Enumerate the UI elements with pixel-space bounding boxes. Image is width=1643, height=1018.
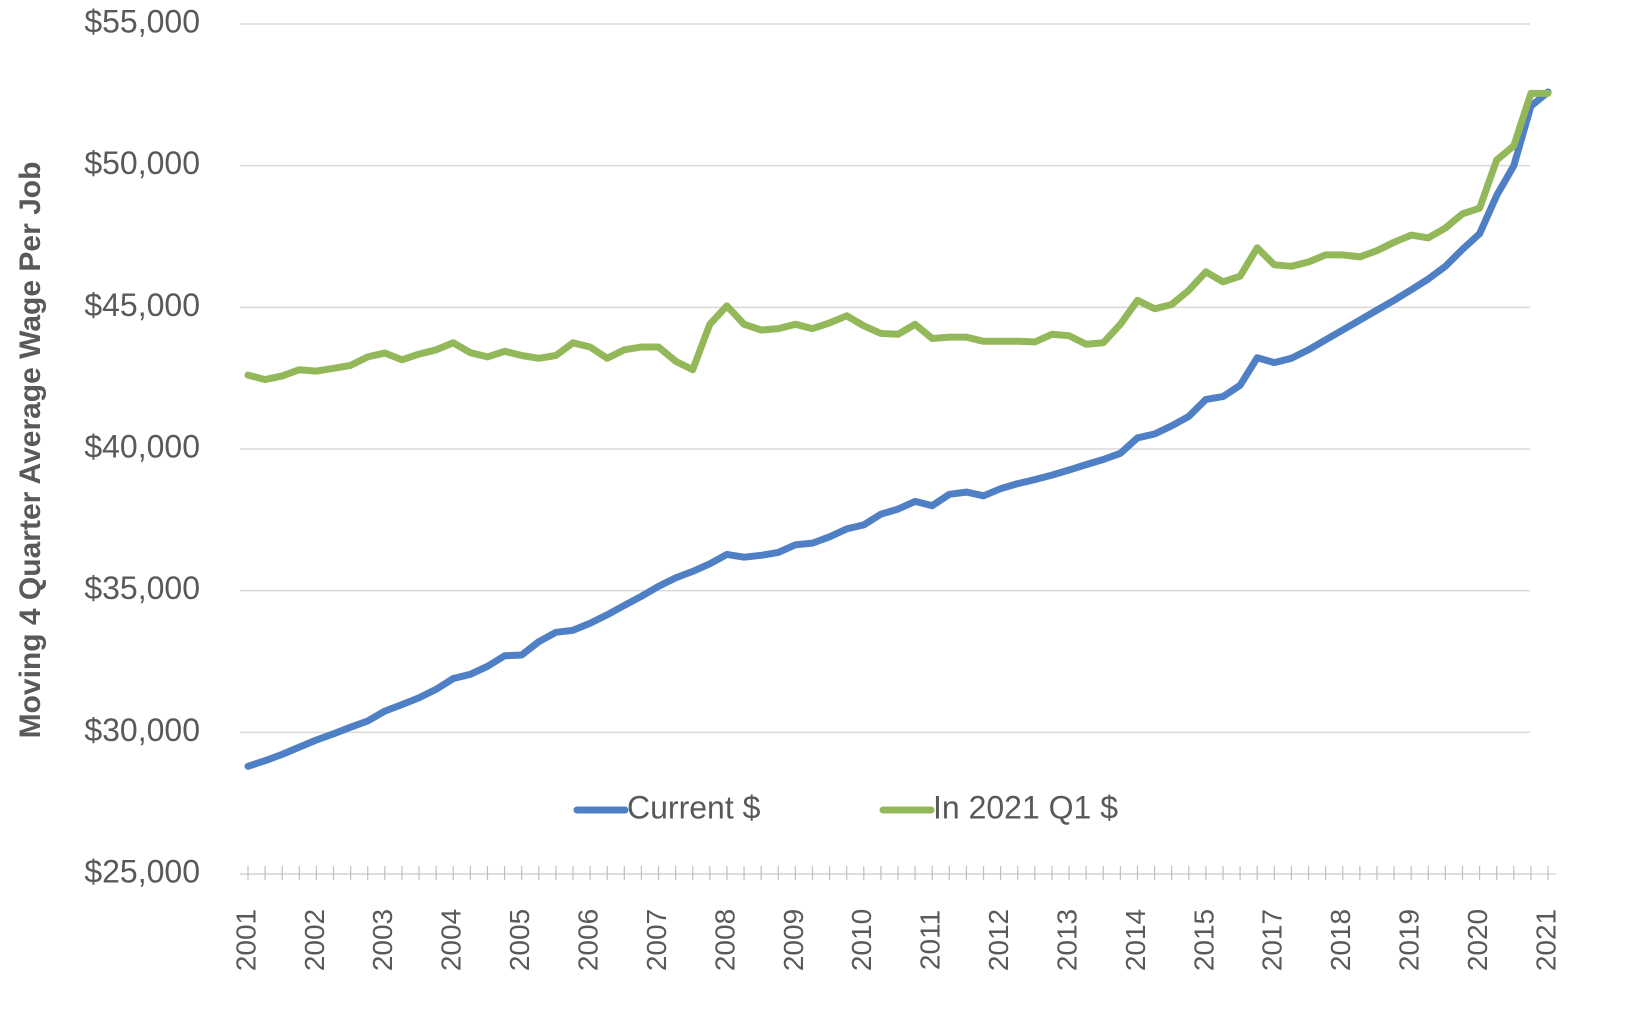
y-tick-label: $40,000 (84, 428, 200, 464)
x-tick-label: 2010 (846, 909, 877, 971)
x-tick-label: 2002 (299, 909, 330, 971)
x-tick-label: 2020 (1462, 909, 1493, 971)
x-tick-label: 2006 (572, 909, 603, 971)
x-tick-label: 2007 (641, 909, 672, 971)
x-tick-label: 2012 (983, 909, 1014, 971)
x-tick-label: 2011 (915, 910, 946, 970)
y-tick-label: $55,000 (84, 3, 200, 39)
x-tick-label: 2001 (230, 909, 261, 971)
series-line (244, 88, 1552, 770)
x-tick-label: 2015 (1188, 909, 1219, 971)
x-tick-label: 2018 (1325, 909, 1356, 971)
y-tick-label: $45,000 (84, 287, 200, 323)
y-axis-title: Moving 4 Quarter Average Wage Per Job (14, 162, 47, 739)
x-tick-label: 2021 (1530, 909, 1561, 971)
legend-label: In 2021 Q1 $ (933, 789, 1118, 825)
y-tick-label: $35,000 (84, 570, 200, 606)
y-tick-label: $30,000 (84, 712, 200, 748)
x-tick-label: 2009 (778, 909, 809, 971)
x-tick-label: 2008 (709, 909, 740, 971)
x-tick-label: 2004 (436, 909, 467, 971)
x-tick-label: 2017 (1257, 909, 1288, 971)
x-tick-label: 2013 (1051, 909, 1082, 971)
x-tick-label: 2014 (1120, 909, 1151, 971)
x-tick-label: 2019 (1394, 909, 1425, 971)
series-line (244, 89, 1552, 384)
x-tick-label: 2003 (367, 909, 398, 971)
x-tick-label: 2005 (504, 909, 535, 971)
legend-label: Current $ (627, 789, 761, 825)
y-tick-label: $50,000 (84, 145, 200, 181)
y-tick-label: $25,000 (84, 853, 200, 889)
